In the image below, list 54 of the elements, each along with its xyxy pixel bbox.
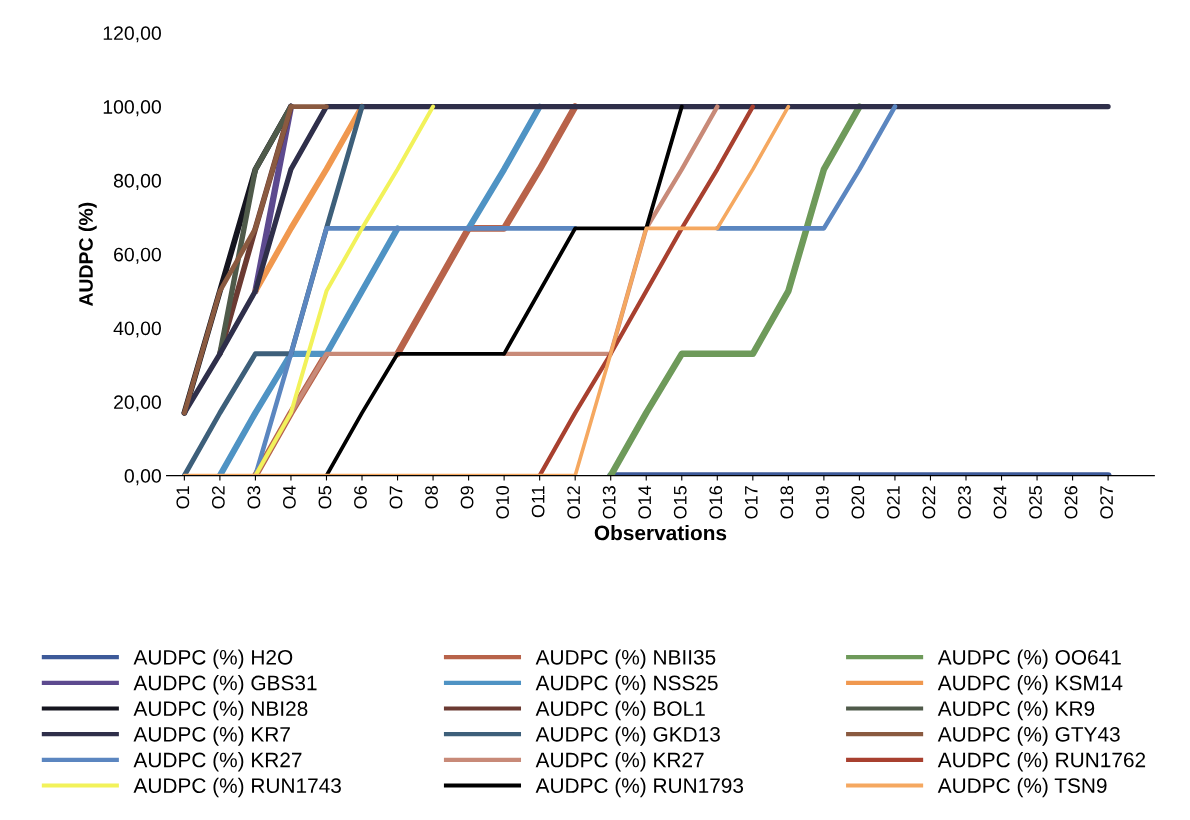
x-tick-label: O14 — [638, 485, 652, 519]
x-tick-label: O5 — [318, 486, 332, 509]
legend-label: AUDPC (%) RUN1762 — [937, 752, 1146, 772]
x-tick-label: O16 — [709, 486, 723, 519]
legend-label: AUDPC (%) KR27 — [133, 752, 302, 772]
legend-label: AUDPC (%) KSM14 — [937, 675, 1123, 695]
legend-label: AUDPC (%) RUN1743 — [133, 777, 341, 798]
x-tick-label: O18 — [780, 486, 794, 519]
x-tick-label: O26 — [1064, 486, 1078, 519]
legend-label: AUDPC (%) GBS31 — [133, 675, 317, 695]
x-tick-label: O25 — [1029, 486, 1042, 519]
x-tick-label: O22 — [922, 486, 936, 519]
x-tick-label: O7 — [389, 486, 403, 509]
y-tick-label: 0,00 — [124, 469, 161, 486]
x-tick-label: O13 — [602, 486, 616, 519]
legend-label: AUDPC (%) KR27 — [535, 752, 704, 772]
legend-label: AUDPC (%) NBI28 — [133, 700, 308, 721]
legend-label: AUDPC (%) RUN1793 — [535, 777, 744, 798]
y-tick-label: 100,00 — [103, 100, 161, 117]
legend-label: AUDPC (%) OO641 — [937, 649, 1121, 669]
legend-label: AUDPC (%) BOL1 — [535, 700, 705, 721]
x-tick-label: O20 — [851, 486, 865, 519]
legend-label: AUDPC (%) KR7 — [133, 726, 290, 746]
y-tick-label: 120,00 — [103, 26, 161, 43]
x-tick-label: O10 — [496, 486, 509, 519]
legend-label: AUDPC (%) GTY43 — [937, 726, 1120, 746]
x-tick-label: O11 — [531, 486, 545, 518]
legend-label: AUDPC (%) NSS25 — [535, 675, 718, 695]
legend-label: AUDPC (%) H2O — [133, 649, 293, 669]
y-axis-title: AUDPC (%) — [78, 202, 97, 307]
x-tick-label: O17 — [744, 486, 758, 519]
x-tick-label: O1 — [176, 486, 190, 509]
x-tick-label: O3 — [247, 486, 261, 509]
legend-label: AUDPC (%) NBII35 — [535, 649, 716, 669]
x-axis-title: Observations — [594, 525, 727, 541]
x-tick-label: O27 — [1100, 486, 1113, 519]
x-tick-label: O24 — [993, 485, 1007, 519]
x-tick-label: O21 — [887, 486, 900, 519]
x-tick-label: O2 — [211, 486, 225, 509]
x-tick-label: O23 — [958, 486, 971, 519]
legend-label: AUDPC (%) KR9 — [937, 700, 1095, 721]
x-tick-label: O15 — [673, 486, 687, 519]
x-tick-label: O12 — [567, 486, 581, 519]
y-tick-label: 20,00 — [114, 395, 161, 412]
x-tick-label: O6 — [354, 486, 367, 509]
y-tick-label: 60,00 — [114, 247, 161, 264]
y-tick-label: 40,00 — [113, 321, 161, 338]
legend-label: AUDPC (%) GKD13 — [535, 726, 720, 746]
x-tick-label: O4 — [283, 485, 296, 509]
x-tick-label: O19 — [815, 486, 829, 519]
x-tick-label: O9 — [460, 486, 474, 509]
legend-label: AUDPC (%) TSN9 — [937, 777, 1107, 798]
x-tick-label: O8 — [425, 486, 438, 509]
y-tick-label: 80,00 — [113, 173, 161, 190]
